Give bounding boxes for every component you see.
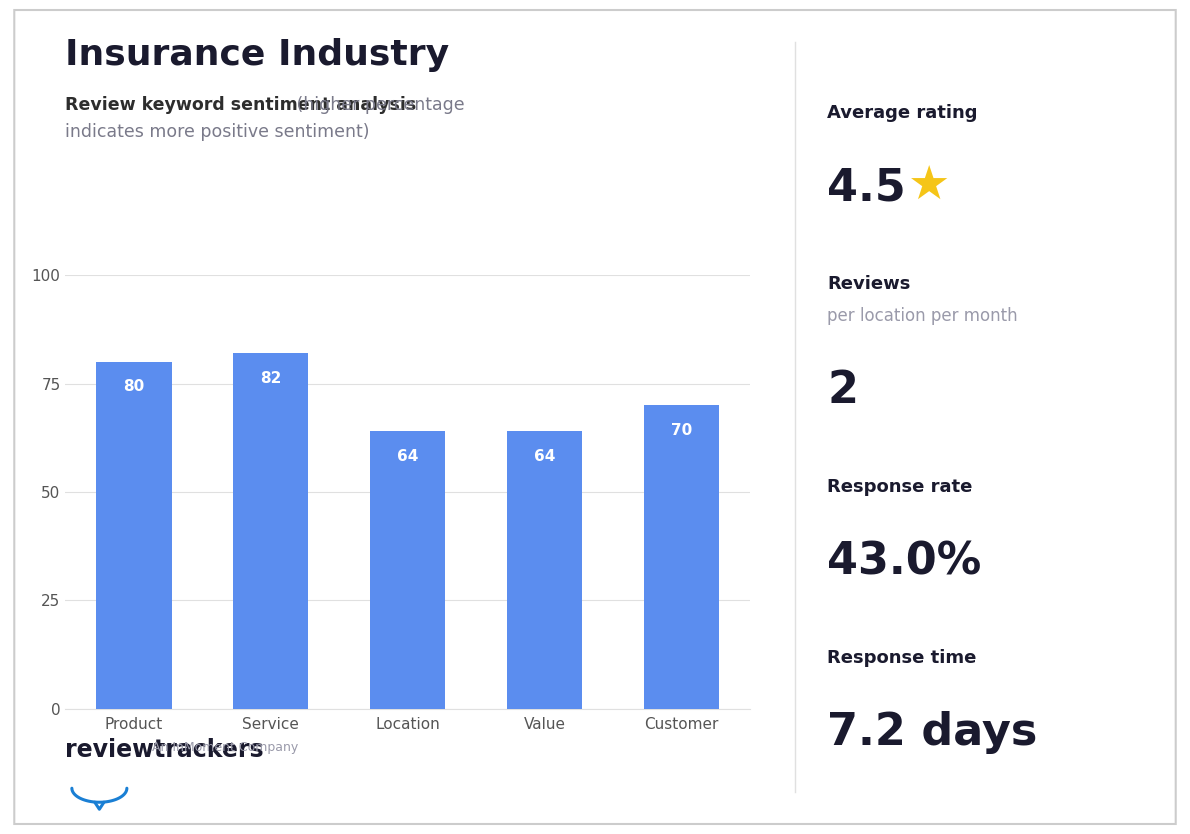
- Bar: [96, 362, 171, 709]
- Text: Reviews: Reviews: [827, 275, 910, 294]
- Text: Review keyword sentiment analysis: Review keyword sentiment analysis: [65, 96, 416, 114]
- Text: 80: 80: [124, 379, 144, 394]
- Text: 64: 64: [534, 449, 555, 464]
- Bar: [233, 354, 308, 709]
- Text: Average rating: Average rating: [827, 104, 977, 123]
- Text: 82: 82: [261, 370, 281, 385]
- Text: Response rate: Response rate: [827, 478, 972, 496]
- Text: 4.5: 4.5: [827, 167, 906, 210]
- Text: reviewtrackers: reviewtrackers: [65, 738, 264, 762]
- Text: Insurance Industry: Insurance Industry: [65, 38, 450, 72]
- Bar: [644, 405, 719, 709]
- Text: An InMoment Company: An InMoment Company: [152, 741, 299, 755]
- Bar: [507, 431, 582, 709]
- Text: 70: 70: [671, 423, 691, 438]
- Text: 43.0%: 43.0%: [827, 540, 982, 584]
- Text: Response time: Response time: [827, 649, 977, 667]
- Bar: [370, 431, 445, 709]
- Text: 2: 2: [827, 369, 858, 413]
- Text: per location per month: per location per month: [827, 307, 1017, 325]
- Text: (higher percentage: (higher percentage: [292, 96, 465, 114]
- Text: indicates more positive sentiment): indicates more positive sentiment): [65, 123, 370, 142]
- Text: ★: ★: [908, 165, 951, 210]
- Text: 7.2 days: 7.2 days: [827, 711, 1038, 755]
- Text: 64: 64: [397, 449, 418, 464]
